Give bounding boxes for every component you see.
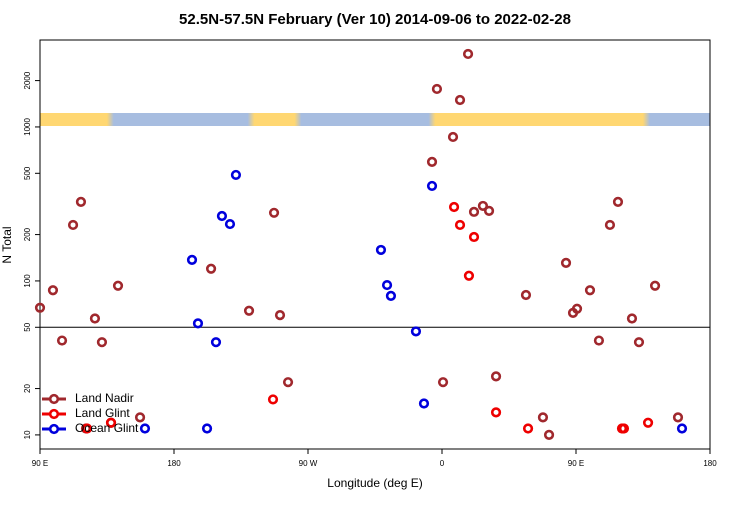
y-tick-label: 200	[23, 227, 32, 241]
y-tick-label: 100	[23, 274, 32, 288]
point	[205, 263, 217, 274]
point	[604, 219, 616, 231]
point	[448, 201, 460, 213]
x-tick-label: 90 E	[568, 459, 584, 468]
point	[618, 423, 630, 434]
point	[216, 210, 228, 222]
point	[112, 280, 124, 291]
point	[633, 337, 645, 348]
point	[243, 305, 255, 316]
x-axis-label: Longitude (deg E)	[327, 476, 422, 490]
y-tick-label: 1000	[23, 117, 32, 135]
point	[426, 156, 438, 167]
point	[483, 205, 495, 216]
x-tick-label: 180	[703, 459, 717, 468]
point	[381, 279, 393, 291]
point	[649, 280, 661, 291]
point	[537, 412, 549, 423]
point	[105, 417, 117, 428]
point	[192, 318, 204, 329]
point	[410, 326, 422, 337]
legend-marker	[48, 408, 60, 420]
legend-label: Land Glint	[75, 406, 130, 420]
point	[571, 303, 583, 314]
legend-label: Ocean Glint	[75, 421, 139, 435]
point	[522, 423, 534, 434]
point	[612, 196, 624, 208]
point	[230, 169, 242, 181]
point	[454, 94, 466, 106]
point	[282, 377, 294, 388]
y-tick-label: 20	[23, 384, 32, 393]
point	[468, 206, 480, 217]
point	[134, 412, 146, 423]
point	[584, 285, 596, 296]
point	[676, 423, 688, 434]
point	[477, 200, 489, 212]
legend-marker	[48, 393, 60, 405]
point	[34, 302, 46, 313]
point	[642, 417, 654, 428]
point	[75, 196, 87, 208]
point	[431, 83, 443, 95]
point	[490, 371, 502, 382]
point	[210, 337, 222, 348]
chart-title: 52.5N-57.5N February (Ver 10) 2014-09-06…	[179, 11, 571, 28]
point	[268, 207, 280, 218]
point	[224, 218, 236, 230]
point	[81, 423, 93, 434]
point	[385, 290, 397, 301]
point	[96, 337, 108, 348]
point	[454, 219, 466, 231]
y-tick-label: 500	[23, 166, 32, 180]
x-tick-label: 0	[440, 459, 445, 468]
point	[468, 231, 480, 243]
point	[447, 131, 459, 143]
x-tick-label: 180	[167, 459, 181, 468]
point	[47, 285, 59, 296]
surface-strip	[40, 113, 710, 126]
x-tick-label: 90 E	[32, 459, 48, 468]
point	[543, 429, 555, 441]
y-axis-label: N Total	[0, 226, 14, 263]
point	[186, 254, 198, 265]
legend-label: Land Nadir	[75, 391, 134, 405]
y-tick-label: 50	[23, 322, 32, 331]
point	[520, 289, 532, 301]
point	[490, 407, 502, 418]
point	[462, 48, 474, 60]
point	[274, 309, 286, 321]
point	[267, 394, 279, 405]
point	[67, 219, 79, 231]
point	[593, 335, 605, 346]
point	[672, 412, 684, 423]
point	[89, 313, 101, 324]
point	[375, 244, 387, 256]
point	[418, 398, 430, 409]
point	[560, 257, 572, 268]
y-tick-label: 10	[23, 430, 32, 439]
point	[201, 423, 213, 434]
point	[463, 270, 475, 281]
point	[626, 313, 638, 324]
y-tick-label: 2000	[23, 71, 32, 89]
point	[437, 377, 449, 388]
point	[56, 335, 68, 346]
legend-marker	[48, 423, 60, 435]
x-tick-label: 90 W	[299, 459, 318, 468]
plot-frame	[39, 39, 711, 450]
point	[426, 180, 438, 192]
point	[139, 423, 151, 434]
